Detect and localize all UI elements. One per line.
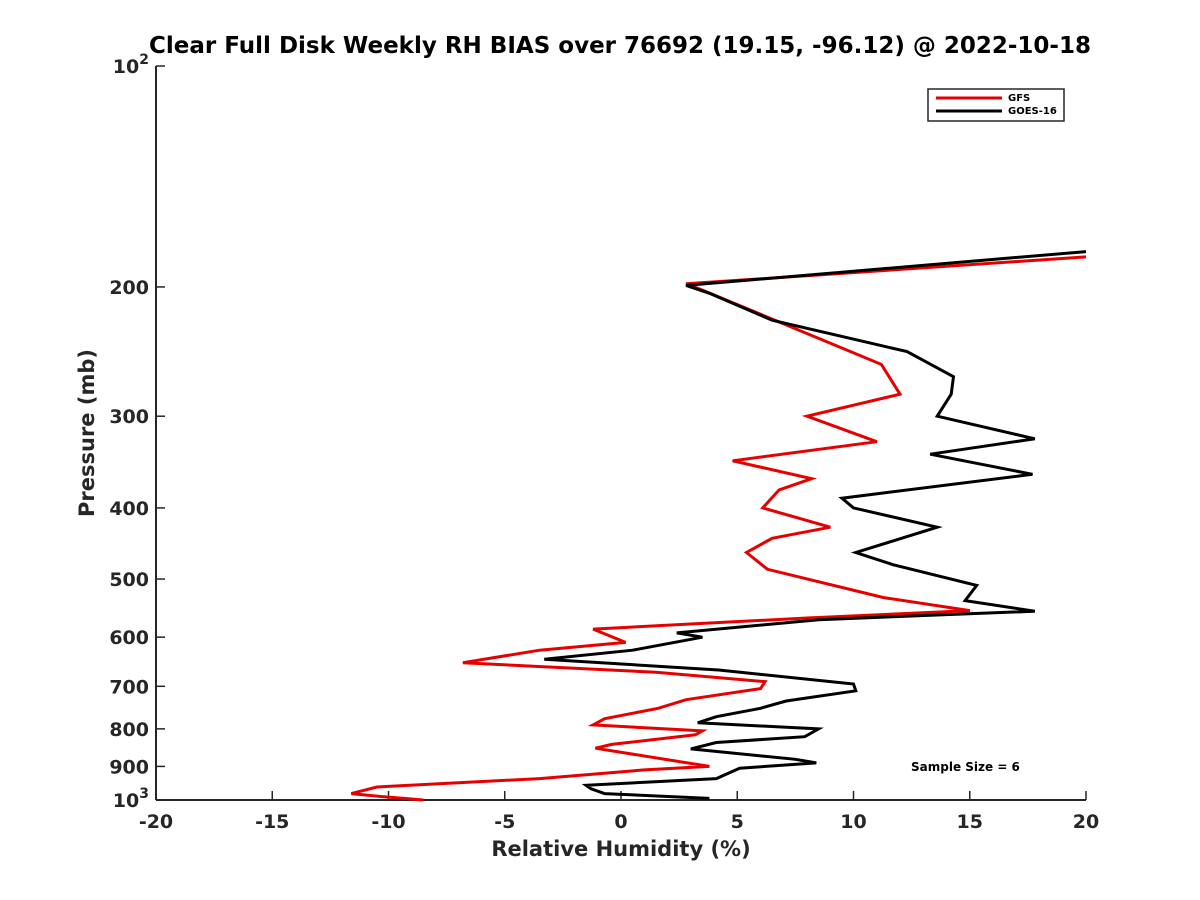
y-tick-label: 200 [109,277,149,299]
plot-area: -20 -15 -10 -5 0 5 10 15 20 200 300 400 500 600 700 80… [109,52,1099,833]
y-tick-label-power: 103 [113,786,149,812]
y-tick-label: 500 [109,569,149,591]
y-tick-label: 900 [109,756,149,778]
y-tick-label-base: 10 [113,790,139,812]
series-layer [350,250,1087,802]
x-tick-label: 10 [840,811,866,833]
y-tick-label: 300 [109,406,149,428]
y-tick-label-exponent: 2 [139,52,149,68]
chart-title: Clear Full Disk Weekly RH BIAS over 7669… [149,33,1091,59]
y-tick-label: 800 [109,719,149,741]
legend: GFS GOES-16 [927,88,1065,122]
y-tick-label: 600 [109,627,149,649]
series-line-gfs [350,255,1087,802]
sample-size-annotation: Sample Size = 6 [911,760,1020,774]
x-tick-label: -5 [494,811,515,833]
x-axis-label: Relative Humidity (%) [491,837,750,861]
x-tick-label: -20 [139,811,173,833]
x-ticks: -20 -15 -10 -5 0 5 10 15 20 [139,791,1099,833]
x-tick-label: -15 [255,811,289,833]
x-tick-label: 0 [614,811,627,833]
y-tick-label-base: 10 [113,56,139,78]
legend-box [927,88,1065,122]
x-tick-label: 15 [957,811,983,833]
y-tick-label: 400 [109,498,149,520]
legend-label-goes16: GOES-16 [1008,106,1057,117]
y-tick-label-exponent: 3 [139,786,149,802]
x-tick-label: 20 [1073,811,1099,833]
x-tick-label: 5 [731,811,744,833]
y-axis-label: Pressure (mb) [75,349,99,517]
legend-label-gfs: GFS [1008,93,1030,104]
series-line-goes16 [544,250,1087,800]
y-tick-label: 700 [109,676,149,698]
y-tick-label-power: 102 [113,52,149,78]
x-tick-label: -10 [371,811,405,833]
